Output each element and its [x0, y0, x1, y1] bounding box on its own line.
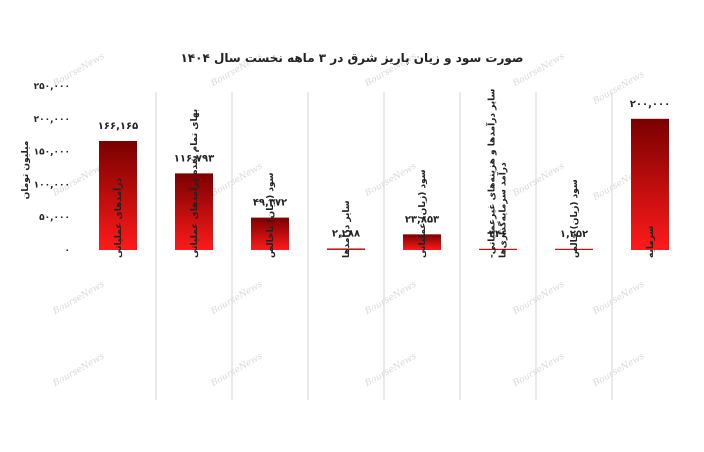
bar [251, 217, 289, 250]
bar [175, 173, 213, 250]
x-tick-label: سایر درآمدها و هزینه‌های غیرعملیاتی-درآم… [485, 88, 508, 258]
bars-layer [99, 118, 669, 250]
data-labels-layer: ۱۶۶,۱۶۵ ۱۱۶,۷۹۳ ۴۹,۳۷۲ ۲,۲۸۸ ۲۳,۸۵۳ ۳۴۶ ۱,۲۵۲ ۲… [98, 99, 670, 240]
bar [99, 140, 137, 250]
watermark-text: BourseNews [51, 351, 107, 389]
x-tick-label: بهای تمام شده درآمدهای عملیاتی [188, 109, 200, 258]
watermark-text: BourseNews [511, 161, 567, 199]
y-tick-label: ۵۰,۰۰۰ [39, 213, 70, 223]
data-label: ۲۳,۸۵۳ [405, 214, 439, 225]
watermark-text: BourseNews [209, 279, 265, 317]
watermark-text: BourseNews [511, 351, 567, 389]
watermark-text: BourseNews [591, 279, 647, 317]
data-label: ۲۰۰,۰۰۰ [630, 99, 670, 110]
watermark-text: BourseNews [363, 279, 419, 317]
x-tick-label: سرمایه [646, 226, 656, 258]
x-tick-label: سود (زیان) عملیاتی [418, 169, 428, 258]
bar [403, 234, 441, 250]
y-axis-label: میلیون تومان [21, 141, 31, 200]
y-tick-label: ۰ [65, 246, 71, 256]
x-tick-label: سود (زیان) ناخالص [266, 172, 276, 258]
y-tick-label: ۱۵۰,۰۰۰ [34, 148, 70, 158]
x-axis-labels-layer: درآمدهای عملیاتی بهای تمام شده درآمدهای ع… [112, 88, 656, 258]
watermark-text: BourseNews [363, 351, 419, 389]
watermark-text: BourseNews [209, 351, 265, 389]
bar [631, 118, 669, 250]
bar [479, 248, 517, 250]
data-label: ۱,۲۵۲ [560, 229, 588, 240]
data-label: ۳۴۶ [489, 229, 507, 240]
bar [555, 248, 593, 250]
y-tick-label: ۱۰۰,۰۰۰ [34, 180, 70, 190]
x-tick-label: سایر درآمدها [340, 200, 352, 258]
data-label: ۲,۲۸۸ [332, 228, 360, 239]
watermark-text: BourseNews [591, 351, 647, 389]
data-label: ۱۱۶,۷۹۳ [174, 153, 214, 164]
watermark-text: BourseNews [363, 161, 419, 199]
watermark-text: BourseNews [511, 279, 567, 317]
bar [327, 248, 365, 250]
data-label: ۱۶۶,۱۶۵ [98, 121, 138, 132]
y-axis-ticks: ۰ ۵۰,۰۰۰ ۱۰۰,۰۰۰ ۱۵۰,۰۰۰ ۲۰۰,۰۰۰ ۲۵۰,۰۰۰ [34, 82, 70, 256]
watermark-text: BourseNews [209, 161, 265, 199]
y-tick-label: ۲۰۰,۰۰۰ [34, 115, 70, 125]
x-tick-label: سود (زیان) خالص [570, 179, 580, 258]
x-tick-label: درآمدهای عملیاتی [112, 178, 124, 258]
y-tick-label: ۲۵۰,۰۰۰ [34, 82, 70, 92]
watermark-text: BourseNews [51, 279, 107, 317]
chart-title: صورت سود و زیان پاریز شرق در ۳ ماهه نخست… [180, 51, 523, 66]
grid-separators [155, 92, 613, 400]
data-label: ۴۹,۳۷۲ [253, 198, 287, 209]
